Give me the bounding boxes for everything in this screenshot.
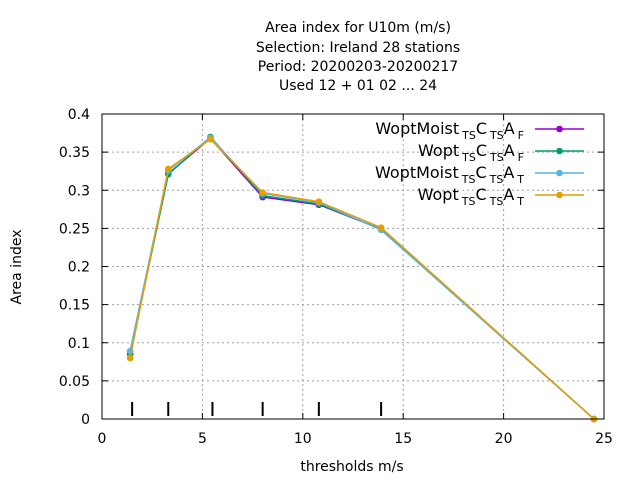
y-tick-label: 0.15 bbox=[59, 298, 90, 314]
legend-label: WoptMoist TSC TSA T bbox=[375, 163, 524, 186]
plot-frame bbox=[101, 113, 605, 420]
legend-swatch-point bbox=[556, 191, 563, 199]
x-tick-label: 20 bbox=[495, 431, 513, 447]
legend-entry-1: WoptMoist TSC TSA F bbox=[375, 119, 584, 142]
x-tick-label: 10 bbox=[294, 431, 312, 447]
title-line-2: Selection: Ireland 28 stations bbox=[256, 40, 460, 56]
series-2 bbox=[126, 133, 598, 423]
x-axis-label: thresholds m/s bbox=[300, 459, 403, 475]
series-line bbox=[129, 136, 595, 420]
y-tick-label: 0 bbox=[81, 412, 90, 428]
series-3 bbox=[126, 134, 598, 423]
legend-swatch-point bbox=[556, 125, 563, 133]
y-axis-label: Area index bbox=[9, 230, 25, 305]
legend-entry-2: Wopt TSC TSA F bbox=[418, 141, 584, 164]
y-tick-label: 0.4 bbox=[68, 107, 90, 123]
y-tick-label: 0.3 bbox=[68, 183, 90, 199]
x-tick-label: 25 bbox=[595, 431, 613, 447]
title-line-3: Period: 20200203-20200217 bbox=[258, 59, 458, 75]
title-line-1: Area index for U10m (m/s) bbox=[265, 20, 451, 36]
series bbox=[126, 133, 598, 423]
y-tick-label: 0.1 bbox=[68, 336, 90, 352]
x-tick-label: 15 bbox=[394, 431, 412, 447]
legend-swatch-point bbox=[556, 169, 563, 177]
y-tick-label: 0.05 bbox=[59, 374, 90, 390]
chart-title: Area index for U10m (m/s) Selection: Ire… bbox=[256, 20, 460, 94]
data-point bbox=[377, 224, 385, 231]
data-point bbox=[164, 165, 172, 173]
legend-label: Wopt TSC TSA T bbox=[418, 185, 525, 208]
data-point bbox=[207, 135, 214, 143]
x-tick-label: 5 bbox=[198, 431, 207, 447]
x-tick-label: 0 bbox=[98, 431, 107, 447]
threshold-markers bbox=[131, 402, 383, 416]
series-1 bbox=[126, 135, 598, 423]
series-line bbox=[129, 138, 595, 420]
y-tick-label: 0.35 bbox=[59, 145, 90, 161]
axis-ticks: 0 0.05 0.1 0.15 0.2 0.25 0.3 0.35 0.4 0 5 10 15 20 25 bbox=[59, 107, 613, 447]
data-point bbox=[315, 198, 323, 205]
series-line bbox=[129, 137, 595, 420]
data-point bbox=[259, 189, 266, 196]
legend-label: WoptMoist TSC TSA F bbox=[375, 119, 524, 142]
legend-swatch-point bbox=[556, 147, 563, 155]
y-tick-label: 0.25 bbox=[59, 221, 90, 237]
title-line-4: Used 12 + 01 02 ... 24 bbox=[279, 78, 437, 94]
data-point bbox=[126, 354, 134, 362]
y-tick-label: 0.2 bbox=[68, 260, 90, 276]
series-4 bbox=[126, 135, 598, 423]
series-line bbox=[129, 135, 595, 420]
grid bbox=[102, 114, 604, 419]
legend-entry-4: Wopt TSC TSA T bbox=[418, 185, 584, 208]
legend-label: Wopt TSC TSA F bbox=[418, 141, 524, 164]
legend-entry-3: WoptMoist TSC TSA T bbox=[375, 163, 584, 186]
